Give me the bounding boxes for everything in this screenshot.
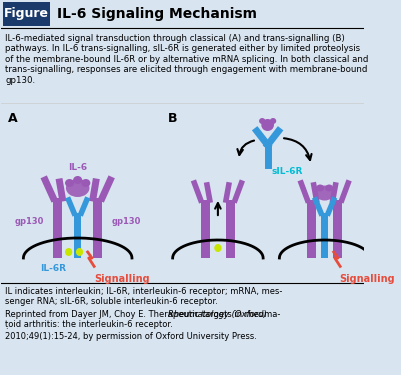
Ellipse shape [65,248,72,256]
Ellipse shape [81,179,90,187]
Ellipse shape [315,186,334,201]
Text: IL indicates interleukin; IL-6R, interleukin-6 receptor; mRNA, mes-
senger RNA; : IL indicates interleukin; IL-6R, interle… [5,287,283,306]
Text: Signalling: Signalling [94,274,150,284]
Text: B: B [168,112,178,125]
Bar [321,213,328,258]
Text: IL-6 Signaling Mechanism: IL-6 Signaling Mechanism [57,7,257,21]
FancyBboxPatch shape [1,0,364,28]
Ellipse shape [316,184,324,192]
Ellipse shape [76,248,83,256]
Text: Reprinted from Dayer JM, Choy E. Therapeutic targets in rheuma-
toid arthritis: : Reprinted from Dayer JM, Choy E. Therape… [5,310,281,329]
Bar [93,198,102,258]
Text: gp130: gp130 [15,217,44,226]
Bar [226,200,235,258]
Text: Rheumatology (Oxford): Rheumatology (Oxford) [168,310,267,319]
Ellipse shape [270,118,276,124]
Bar [308,200,316,258]
Text: .
2010;49(1):15-24, by permission of Oxford University Press.: . 2010;49(1):15-24, by permission of Oxf… [5,322,257,341]
Text: IL-6R: IL-6R [40,264,66,273]
Text: sIL-6R: sIL-6R [271,167,303,176]
Text: Figure: Figure [4,8,49,21]
FancyBboxPatch shape [3,2,50,26]
Bar [333,200,342,258]
Bar [74,213,81,258]
Text: IL-6-mediated signal transduction through classical (A) and trans-signalling (B): IL-6-mediated signal transduction throug… [5,34,369,85]
Ellipse shape [73,176,82,184]
Ellipse shape [261,119,274,131]
Text: A: A [8,112,18,125]
Text: IL-6: IL-6 [68,163,87,172]
Bar [53,198,62,258]
Ellipse shape [325,184,333,192]
Ellipse shape [214,244,221,252]
Text: Signalling: Signalling [339,274,395,284]
Ellipse shape [65,179,74,187]
Text: gp130: gp130 [111,217,140,226]
Ellipse shape [259,118,265,124]
Ellipse shape [66,179,89,197]
Bar [201,200,210,258]
